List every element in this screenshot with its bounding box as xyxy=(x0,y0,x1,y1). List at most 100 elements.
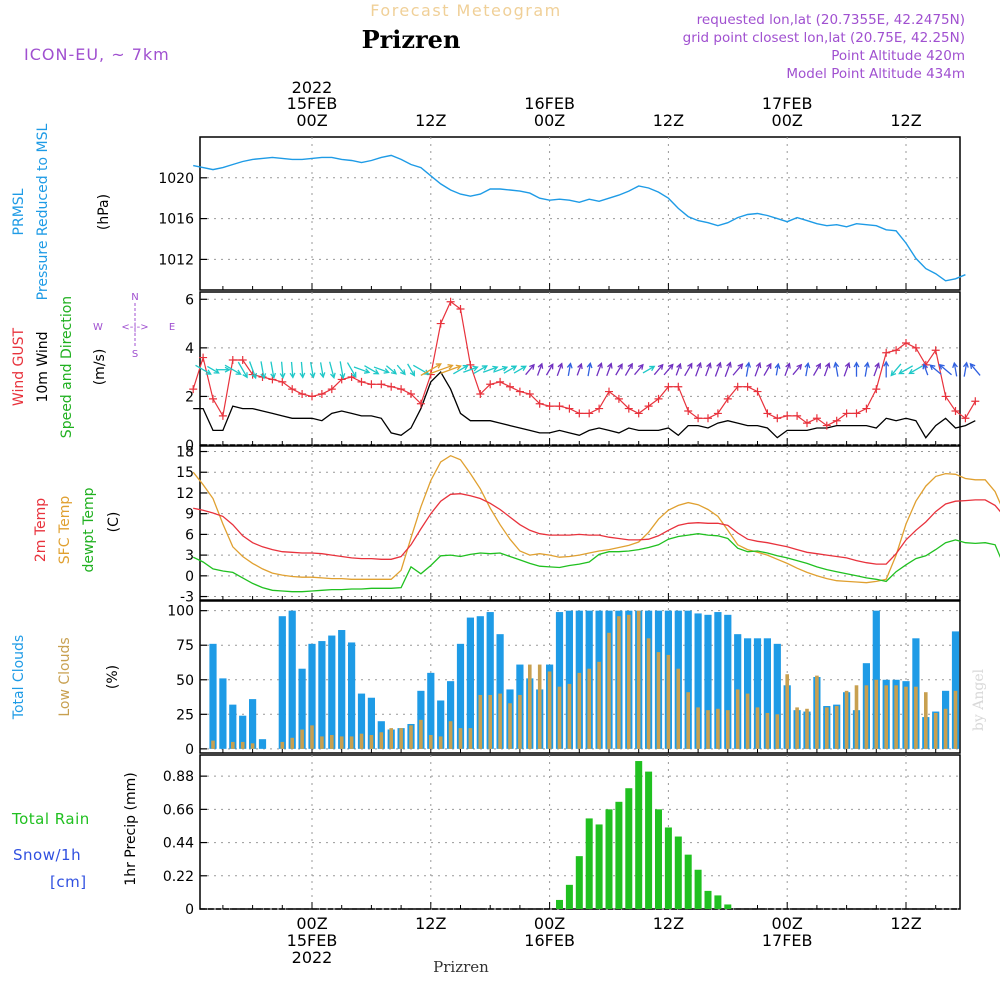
wind-gust-point xyxy=(209,394,217,403)
wind-gust-point xyxy=(496,377,505,386)
sfc-temp-label: SFC Temp xyxy=(57,496,73,565)
wind-gust-point xyxy=(317,390,326,398)
wind-arrow-head xyxy=(687,362,693,369)
temp-ytick-label: 3 xyxy=(185,548,194,564)
wind-arrow-head xyxy=(796,363,803,370)
temp-ytick-label: -3 xyxy=(180,590,194,606)
wind-arrow xyxy=(224,364,241,375)
wind-gust-point xyxy=(238,356,247,364)
low-cloud-bar xyxy=(409,725,413,749)
low-cloud-bar xyxy=(933,712,938,749)
wind-arrow-head xyxy=(952,361,958,369)
wind-arrow xyxy=(969,363,981,376)
wind-labels: Wind GUST 10m Wind Speed and Direction (… xyxy=(11,292,175,438)
low-cloud-bar xyxy=(735,689,740,749)
low-cloud-bar xyxy=(706,710,710,749)
wind-arrow-head xyxy=(938,363,945,370)
low-cloud-bar xyxy=(696,707,700,749)
low-cloud-bar xyxy=(726,710,730,749)
total-cloud-bar xyxy=(318,641,326,749)
total-cloud-bar xyxy=(496,634,504,749)
forecast-meteogram-title: Forecast Meteogram xyxy=(370,1,561,20)
low-cloud-bar xyxy=(943,708,948,749)
wind-arrow xyxy=(684,363,693,377)
total-cloud-bar xyxy=(249,699,257,749)
rain-bar xyxy=(704,890,712,909)
wind-gust-point xyxy=(525,390,534,398)
wind-arrow xyxy=(576,363,582,376)
pressure-ytick-label: 1012 xyxy=(158,252,194,268)
total-cloud-bar xyxy=(486,612,494,749)
wind-arrow-head xyxy=(511,365,518,371)
low-cloud-bar xyxy=(765,712,770,749)
wind-gust-point xyxy=(456,305,465,313)
low-cloud-bar xyxy=(716,708,720,749)
wind-arrow xyxy=(556,363,563,377)
total-cloud-bar xyxy=(437,700,445,749)
low-cloud-bar xyxy=(290,737,294,749)
low-cloud-bar xyxy=(834,706,839,749)
low-cloud-bar xyxy=(557,686,562,749)
wind-gust-point xyxy=(327,385,336,394)
total-cloud-bar xyxy=(724,614,732,749)
wind-gust-point xyxy=(773,414,782,423)
low-cloud-bar xyxy=(884,685,888,749)
total-cloud-bar xyxy=(744,638,752,749)
rain-bar xyxy=(615,801,623,909)
total-cloud-bar xyxy=(308,643,316,749)
low-cloud-bar xyxy=(250,743,255,749)
temp-ytick-label: 15 xyxy=(176,465,194,481)
wind-arrow xyxy=(596,363,603,377)
low-cloud-bar xyxy=(537,664,542,749)
pressure-ytick-label: 1020 xyxy=(158,171,194,187)
wind-gust-point xyxy=(486,380,495,389)
wind-arrow-head xyxy=(235,369,242,375)
wind-arrow-head xyxy=(351,371,357,379)
pressure-unit: (hPa) xyxy=(96,194,112,230)
top-time-label: 16FEB xyxy=(524,94,575,113)
bottom-time-label: 2022 xyxy=(292,948,333,967)
top-time-label: 00Z xyxy=(296,111,327,130)
wind-arrow xyxy=(195,364,212,375)
low-cloud-bar xyxy=(468,728,473,749)
rain-bar xyxy=(605,809,613,909)
low-clouds-label: Low Clouds xyxy=(57,637,73,716)
wind-gust-point xyxy=(862,404,871,413)
total-cloud-bar xyxy=(427,672,435,749)
total-cloud-bar xyxy=(714,612,722,749)
model-label: ICON-EU, ~ 7km xyxy=(24,45,170,64)
wind-arrow xyxy=(864,362,869,377)
pressure-labels: PRMSL Pressure Reduced to MSL (hPa) xyxy=(11,123,112,300)
wind-arrow xyxy=(237,361,248,378)
wind-arrow-head xyxy=(898,368,905,375)
wind-arrow-head xyxy=(435,363,442,369)
total-clouds-label: Total Clouds xyxy=(11,635,27,720)
wind-arrow xyxy=(624,363,633,376)
low-cloud-bar xyxy=(864,685,869,749)
low-cloud-bar xyxy=(755,707,760,749)
wind-arrow-head xyxy=(607,362,613,369)
total-cloud-bar xyxy=(456,643,465,749)
wind-gust-point xyxy=(278,377,287,386)
plot-layer: 1012101610200246-30369121518025507510000… xyxy=(158,78,1000,967)
prmsl-line xyxy=(193,154,966,282)
low-cloud-bar xyxy=(438,736,443,749)
wind-arrow-head xyxy=(251,372,257,380)
low-cloud-bar xyxy=(914,686,918,749)
rain-bar xyxy=(565,884,573,909)
wind-gust-point xyxy=(763,409,772,418)
wind-arrow xyxy=(705,363,711,377)
wind-arrow xyxy=(732,363,743,376)
rain-bar xyxy=(694,869,702,909)
rain-bar xyxy=(595,824,603,909)
wind-arrow-head xyxy=(844,361,851,369)
total-cloud-bar xyxy=(447,681,455,749)
clouds-ytick-label: 100 xyxy=(167,604,194,620)
wind-arrow xyxy=(695,362,702,377)
compass-west: W xyxy=(93,322,103,333)
wind-arrow xyxy=(675,363,681,376)
low-cloud-bar xyxy=(280,741,285,749)
wind-10m-line xyxy=(193,371,976,439)
wind-arrow xyxy=(724,362,731,377)
compass-south: S xyxy=(132,349,138,360)
